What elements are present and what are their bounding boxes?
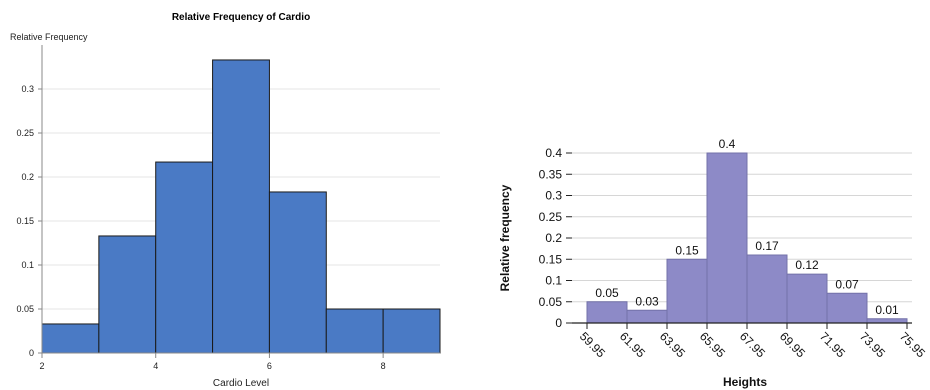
right-data-label: 0.01 [875,303,899,317]
right-data-label: 0.03 [635,294,659,308]
left-x-tick-label: 6 [267,361,272,371]
right-y-tick-label: 0.15 [539,252,563,266]
right-bar [626,309,668,324]
right-bar [746,254,788,324]
left-y-tick-label: 0.25 [16,128,34,138]
right-y-tick-label: 0.35 [539,167,563,181]
right-x-tick-label: 75.95 [897,329,928,360]
right-y-tick-label: 0.1 [545,274,562,288]
left-bar [325,308,384,354]
left-chart-title: Relative Frequency of Cardio [172,12,310,23]
right-data-labels: 0.05 0.03 0.15 0.4 0.17 0.12 0.07 0.01 [595,137,899,317]
right-bar [706,152,748,324]
left-x-tick-label: 8 [381,361,386,371]
right-x-tick-label: 61.95 [617,329,648,360]
right-bar [866,318,908,324]
right-x-tick-label: 69.95 [777,329,808,360]
cardio-histogram: Relative Frequency of Cardio Relative Fr… [10,12,441,389]
left-bar [98,235,157,354]
right-x-tick-label: 65.95 [697,329,728,360]
right-x-tick-label: 71.95 [817,329,848,360]
left-y-ticks: 0 0.05 0.1 0.15 0.2 0.25 0.3 [16,84,42,358]
right-x-tick-label: 63.95 [657,329,688,360]
left-bar [41,323,100,354]
right-x-ticks: 59.95 61.95 63.95 65.95 67.95 69.95 71.95 73.95… [577,323,928,361]
right-data-label: 0.05 [595,286,619,300]
right-data-label: 0.17 [755,239,779,253]
right-x-tick-label: 67.95 [737,329,768,360]
right-y-tick-label: 0.2 [545,231,562,245]
right-y-tick-label: 0 [555,316,562,330]
left-bar [212,59,270,354]
left-x-tick-label: 2 [39,361,44,371]
right-y-tick-label: 0.25 [539,210,563,224]
left-y-axis-label: Relative Frequency [10,32,88,42]
left-x-axis-label: Cardio Level [213,378,269,389]
left-bar [382,308,441,354]
left-bar [268,191,327,354]
left-x-ticks: 2 4 6 8 [39,353,386,371]
heights-histogram: 0.05 0.03 0.15 0.4 0.17 0.12 0.07 0.01 0 0.05 0.1… [498,137,928,389]
right-bars [586,152,908,324]
right-y-ticks: 0 0.05 0.1 0.15 0.2 0.25 0.3 0.35 0.4 [539,146,572,330]
right-y-tick-label: 0.05 [539,295,563,309]
right-data-label: 0.4 [719,137,736,151]
right-y-tick-label: 0.4 [545,146,562,160]
right-data-label: 0.15 [675,243,699,257]
left-y-tick-label: 0.05 [16,304,34,314]
right-bar [586,301,628,324]
left-axes [41,45,440,354]
right-y-tick-label: 0.3 [545,189,562,203]
left-bar [155,161,214,354]
right-x-tick-label: 59.95 [577,329,608,360]
right-y-axis-label: Relative frequency [498,184,512,291]
left-y-tick-label: 0.1 [21,260,34,270]
right-bar [786,273,828,324]
right-data-label: 0.07 [835,277,859,291]
left-bars [41,59,441,354]
left-x-tick-label: 4 [153,361,158,371]
right-data-label: 0.12 [795,258,819,272]
right-bar [666,258,708,324]
right-bar [826,292,868,324]
right-x-tick-label: 73.95 [857,329,888,360]
left-y-tick-label: 0.3 [21,84,34,94]
left-y-tick-label: 0.2 [21,172,34,182]
left-y-tick-label: 0 [29,348,34,358]
left-y-tick-label: 0.15 [16,216,34,226]
right-x-axis-label: Heights [723,375,767,389]
